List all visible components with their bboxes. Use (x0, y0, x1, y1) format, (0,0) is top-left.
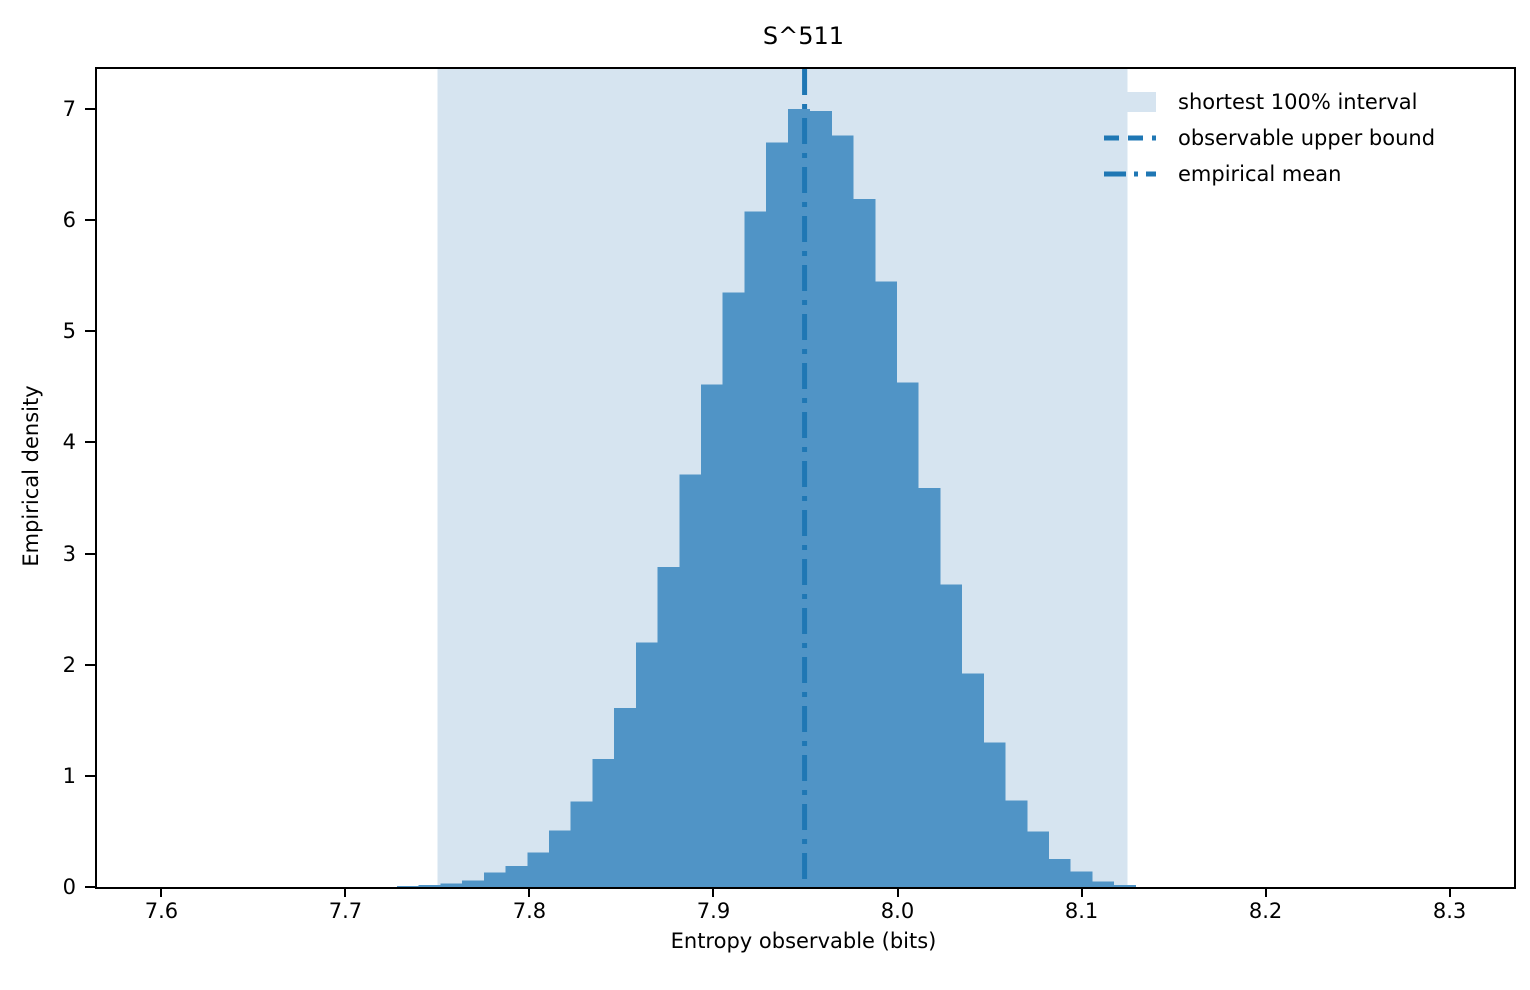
x-tick-label: 8.2 (1248, 899, 1283, 923)
y-tick-label: 3 (62, 541, 76, 566)
x-tick-label: 7.8 (512, 899, 547, 923)
histogram-bar (874, 281, 898, 887)
y-tick-mark (85, 663, 95, 666)
y-tick-label: 7 (62, 97, 76, 121)
histogram-bar (983, 742, 1006, 887)
y-tick-label: 4 (62, 430, 76, 455)
y-tick-mark (85, 552, 95, 555)
y-tick-label: 6 (62, 208, 76, 233)
x-tick-mark (1264, 887, 1267, 897)
legend-item-mean: empirical mean (1104, 156, 1435, 192)
y-tick-label: 5 (62, 319, 76, 344)
legend-label: empirical mean (1178, 162, 1342, 186)
y-tick-mark (85, 108, 95, 110)
histogram-bar (527, 852, 550, 887)
x-tick-mark (528, 887, 531, 897)
x-tick-label: 8.3 (1432, 899, 1467, 923)
histogram-bar (918, 488, 941, 887)
x-tick-label: 7.6 (144, 899, 179, 923)
dashdot-line-swatch (1104, 170, 1156, 178)
histogram-bar (396, 885, 420, 887)
y-tick-label: 2 (62, 652, 76, 677)
x-tick-mark (344, 887, 347, 897)
interval-patch-swatch (1104, 92, 1156, 112)
histogram-bar (1091, 881, 1115, 887)
y-tick-mark (85, 886, 95, 888)
x-tick-label: 7.7 (328, 899, 363, 923)
y-tick-mark (85, 774, 95, 777)
legend-label: shortest 100% interval (1178, 90, 1418, 114)
histogram-bar (1070, 871, 1093, 887)
x-tick-mark (896, 887, 899, 897)
y-tick-mark (85, 330, 95, 333)
histogram-bar (614, 708, 637, 887)
histogram-bar (440, 883, 463, 887)
chart-title: S^511 (762, 22, 845, 50)
y-tick-mark (85, 441, 95, 444)
histogram-bar (657, 566, 680, 887)
x-axis-label: Entropy observable (bits) (670, 929, 937, 953)
chart-canvas (396, 69, 1136, 887)
legend-item-interval: shortest 100% interval (1104, 84, 1435, 120)
legend-label: observable upper bound (1178, 126, 1436, 150)
x-tick-label: 7.9 (696, 899, 731, 923)
histogram-bar (1026, 831, 1050, 887)
histogram-bar (505, 865, 528, 887)
y-tick-label: 1 (62, 763, 76, 788)
x-tick-mark (712, 887, 715, 897)
histogram-bar (831, 135, 854, 887)
plot-area (95, 67, 1516, 889)
x-tick-mark (1448, 887, 1451, 897)
x-tick-label: 8.0 (880, 899, 915, 923)
histogram-bar (1004, 800, 1028, 887)
histogram-bar (679, 474, 702, 887)
x-tick-mark (1080, 887, 1083, 897)
x-tick-label: 8.1 (1064, 899, 1099, 923)
legend-item-upper-bound: observable upper bound (1104, 120, 1435, 156)
histogram-bar (418, 884, 441, 887)
y-tick-label: 0 (62, 875, 76, 899)
histogram-bar (700, 384, 724, 887)
histogram-bar (548, 830, 572, 887)
histogram-bar (1048, 859, 1071, 887)
histogram-bar (961, 673, 984, 887)
y-axis-label: Empirical density (19, 385, 43, 567)
x-tick-mark (160, 887, 163, 897)
histogram-bar (852, 199, 876, 887)
legend: shortest 100% interval observable upper … (1104, 84, 1435, 192)
histogram-bar (896, 382, 919, 887)
histogram-bar (462, 880, 485, 887)
histogram-bar (939, 584, 963, 887)
interval-swatch-rect (1104, 92, 1156, 112)
histogram-bar (1113, 884, 1136, 887)
histogram-bar (809, 111, 832, 887)
histogram-bar (766, 142, 789, 887)
histogram-bar (722, 292, 746, 887)
y-tick-mark (85, 219, 95, 222)
histogram-bar (635, 642, 659, 887)
histogram-bar (592, 759, 615, 887)
histogram-bar (483, 872, 507, 887)
dashed-line-swatch (1104, 134, 1156, 142)
histogram-bar (744, 211, 767, 887)
histogram-bar (570, 801, 593, 887)
